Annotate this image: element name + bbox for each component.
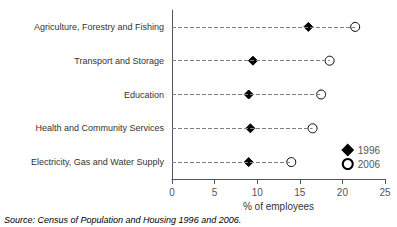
svg-text:2006: 2006 <box>358 159 381 170</box>
svg-text:Transport and Storage: Transport and Storage <box>74 56 164 66</box>
svg-text:1996: 1996 <box>358 145 381 156</box>
svg-text:Agriculture, Forestry and Fish: Agriculture, Forestry and Fishing <box>34 22 164 32</box>
svg-text:Health and Community Services: Health and Community Services <box>35 123 164 133</box>
svg-text:25: 25 <box>379 187 391 198</box>
svg-text:0: 0 <box>169 187 175 198</box>
svg-text:15: 15 <box>294 187 306 198</box>
svg-text:10: 10 <box>252 187 264 198</box>
svg-text:Source: Census of Population a: Source: Census of Population and Housing… <box>4 215 241 225</box>
svg-text:Electricity, Gas and Water Sup: Electricity, Gas and Water Supply <box>31 157 165 167</box>
svg-text:% of employees: % of employees <box>243 201 314 212</box>
svg-text:Education: Education <box>124 90 164 100</box>
svg-text:5: 5 <box>212 187 218 198</box>
svg-text:20: 20 <box>337 187 349 198</box>
